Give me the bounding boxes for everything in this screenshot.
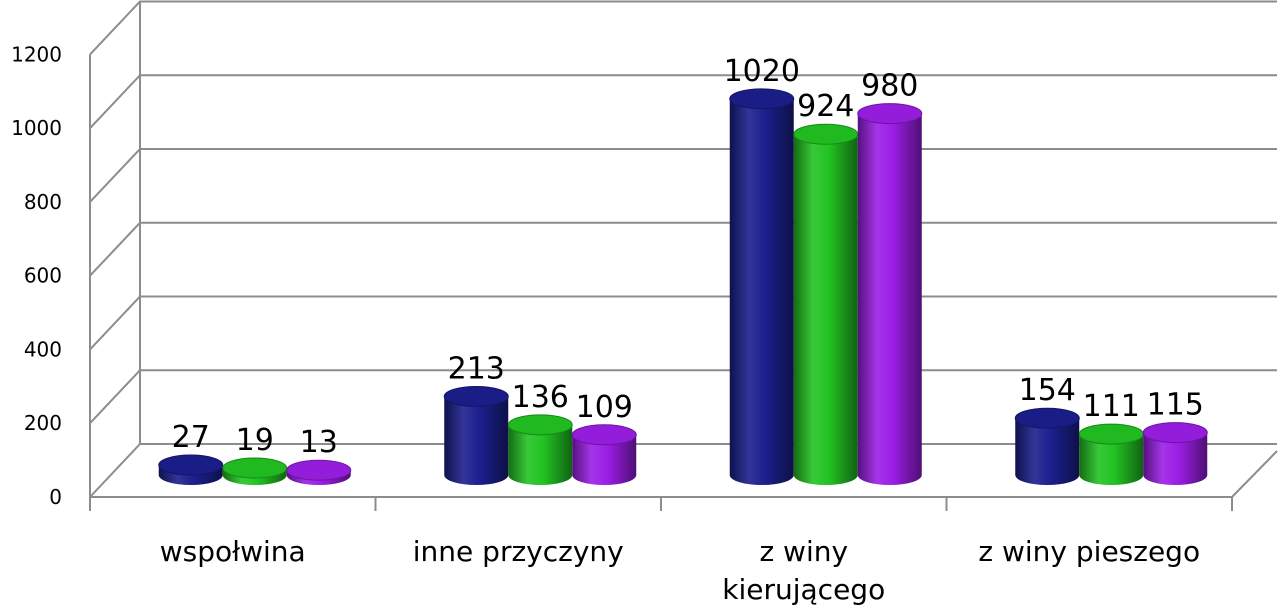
bar-top bbox=[158, 454, 224, 476]
data-label: 136 bbox=[512, 380, 569, 415]
bar bbox=[793, 123, 859, 485]
bar-top bbox=[1142, 422, 1208, 444]
bar-body bbox=[729, 98, 794, 485]
gridline bbox=[89, 74, 1277, 129]
bar-body bbox=[508, 424, 573, 485]
y-tick-label: 1200 bbox=[11, 42, 62, 66]
bar-body bbox=[444, 396, 509, 485]
category-label: z winy pieszego bbox=[978, 535, 1200, 568]
bar bbox=[286, 459, 352, 485]
bar-top bbox=[443, 385, 509, 407]
bar-top bbox=[729, 88, 795, 110]
data-label: 154 bbox=[1019, 373, 1076, 408]
category-label: wspołwina bbox=[160, 535, 306, 568]
category-label: z winy bbox=[759, 535, 848, 568]
bar bbox=[1142, 422, 1208, 485]
data-label: 19 bbox=[236, 423, 274, 458]
data-label: 924 bbox=[797, 89, 854, 124]
data-label: 115 bbox=[1147, 388, 1204, 423]
data-label: 109 bbox=[576, 390, 633, 425]
bar-top bbox=[1078, 423, 1144, 445]
floor-edge bbox=[1231, 450, 1278, 498]
gridline bbox=[89, 221, 1277, 277]
bar bbox=[443, 385, 509, 485]
axis-layer bbox=[89, 1, 1278, 511]
bar-body bbox=[572, 434, 637, 485]
y-tick-label: 1000 bbox=[11, 116, 62, 140]
bar bbox=[1014, 407, 1080, 485]
data-label: 27 bbox=[172, 420, 210, 455]
data-label: 980 bbox=[861, 69, 918, 104]
bar bbox=[507, 414, 573, 485]
bar-top bbox=[507, 414, 573, 436]
data-label: 13 bbox=[300, 425, 338, 460]
category-label: inne przyczyny bbox=[413, 535, 624, 568]
gridline bbox=[89, 295, 1277, 351]
bar bbox=[1078, 423, 1144, 485]
bar-body bbox=[1015, 418, 1080, 485]
data-label: 213 bbox=[448, 351, 505, 386]
bar-top bbox=[222, 457, 288, 479]
data-label: 1020 bbox=[724, 54, 800, 89]
y-tick-label: 400 bbox=[24, 337, 62, 361]
bar-top bbox=[286, 459, 352, 481]
gridline bbox=[89, 147, 1277, 203]
y-tick-label: 800 bbox=[24, 190, 62, 214]
bars-layer bbox=[158, 88, 1208, 486]
y-tick-label: 600 bbox=[24, 264, 62, 288]
bar-body bbox=[1079, 434, 1144, 485]
bar bbox=[571, 424, 637, 485]
y-tick-label: 200 bbox=[24, 411, 62, 435]
bar bbox=[158, 454, 224, 485]
data-label: 111 bbox=[1083, 389, 1140, 424]
bar bbox=[729, 88, 795, 485]
labels-layer: 0 200 400 600 800 1000 1200 wspołwina inne przyc… bbox=[11, 42, 1204, 606]
bar bbox=[857, 103, 923, 486]
category-label: kierującego bbox=[722, 573, 885, 606]
bar-top bbox=[1014, 407, 1080, 429]
bar-body bbox=[793, 134, 858, 485]
gridline bbox=[89, 0, 1277, 56]
bar-top bbox=[793, 123, 859, 145]
bar bbox=[222, 457, 288, 485]
bar-body bbox=[857, 113, 922, 486]
y-tick-label: 0 bbox=[49, 485, 62, 509]
bar-body bbox=[1143, 432, 1208, 485]
bar-top bbox=[857, 103, 923, 125]
bar-top bbox=[571, 424, 637, 446]
